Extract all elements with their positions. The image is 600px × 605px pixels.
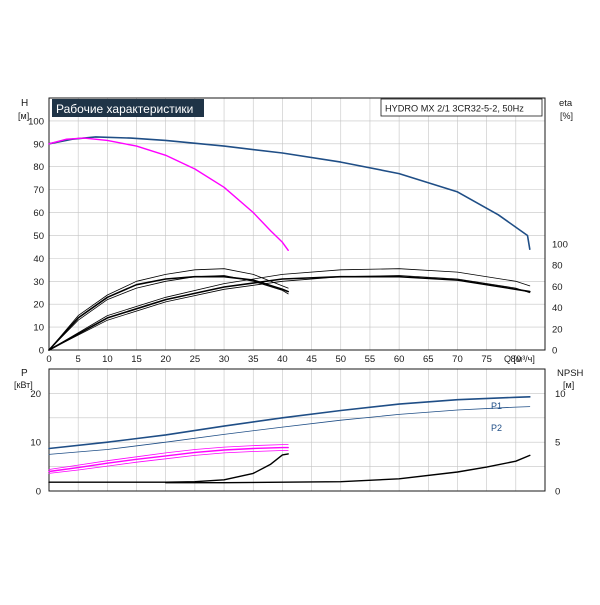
bottom-y-label-right: NPSH: [557, 368, 584, 379]
y-tick-label-right: 60: [552, 282, 563, 293]
y-tick-label-left: 20: [33, 300, 44, 311]
y-tick-label-left: 0: [39, 346, 44, 357]
top-y-unit-right: [%]: [560, 111, 573, 121]
y-tick-label-left: 70: [33, 185, 44, 196]
series-line-magenta: [48, 444, 289, 470]
x-tick-label: 45: [306, 354, 317, 365]
y-tick-label-left: 20: [30, 389, 41, 400]
y-tick-label-left: 30: [33, 277, 44, 288]
y-tick-label-left: 60: [33, 208, 44, 219]
series-line-black: [48, 275, 289, 351]
series-line-magenta: [48, 450, 289, 474]
series-line-black: [48, 268, 531, 351]
y-tick-label-left: 0: [36, 487, 41, 498]
tick-labels: 0 5 10 15 20 25 30 35 40 45 50 55 60 65 70 75 8001020304…: [28, 116, 568, 497]
y-tick-label-right: 40: [552, 303, 563, 314]
y-tick-label-left: 90: [33, 139, 44, 150]
top-y-label-left: H: [21, 98, 28, 109]
product-label: HYDRO MX 2/1 3CR32-5-2, 50Hz: [385, 104, 524, 114]
top-panel-frame: [48, 97, 546, 351]
bottom-panel-frame: [48, 368, 546, 492]
y-tick-label-right: 10: [555, 389, 566, 400]
x-tick-label: 20: [160, 354, 171, 365]
y-tick-label-left: 40: [33, 254, 44, 265]
y-tick-label-right: 0: [552, 346, 557, 357]
series-line-black: [48, 275, 289, 351]
x-tick-label: 60: [394, 354, 405, 365]
x-tick-label: 40: [277, 354, 288, 365]
y-tick-label-right: 80: [552, 261, 563, 272]
series-line-blue: [48, 396, 531, 450]
series-label-p2: P2: [491, 423, 502, 433]
bottom-panel-series: [48, 396, 531, 484]
x-tick-label: 5: [76, 354, 81, 365]
x-tick-label: 25: [190, 354, 201, 365]
bottom-y-unit-right: [м]: [563, 380, 574, 390]
bottom-y-unit-left: [кВт]: [14, 380, 33, 390]
x-tick-label: 10: [102, 354, 113, 365]
series-line-magenta: [48, 137, 289, 251]
y-tick-label-right: 0: [555, 487, 560, 498]
series-line-black: [48, 275, 531, 351]
x-tick-label: 0: [46, 354, 51, 365]
x-tick-label: 75: [481, 354, 492, 365]
bottom-y-label-left: P: [21, 368, 28, 379]
top-y-unit-left: [м]: [18, 111, 29, 121]
top-panel-series: [48, 136, 531, 351]
series-line-black: [48, 453, 289, 483]
x-tick-label: 70: [452, 354, 463, 365]
x-axis-label: Q [м³/ч]: [504, 354, 535, 364]
x-tick-label: 65: [423, 354, 434, 365]
y-tick-label-right: 5: [555, 438, 560, 449]
chart-title: Рабочие характеристики: [56, 102, 193, 116]
series-line-black: [48, 268, 289, 351]
y-tick-label-right: 100: [552, 240, 568, 251]
series-line-blue: [48, 406, 531, 455]
x-tick-label: 50: [335, 354, 346, 365]
chart-title-background: [52, 99, 204, 117]
x-tick-label: 80: [511, 354, 522, 365]
x-tick-label: 55: [365, 354, 376, 365]
series-line-blue: [48, 136, 531, 250]
y-tick-label-left: 10: [30, 438, 41, 449]
y-tick-label-left: 50: [33, 231, 44, 242]
series-line-black: [165, 454, 531, 484]
series-label-p1: P1: [491, 401, 502, 411]
product-label-box: [380, 98, 543, 117]
series-line-black: [48, 275, 531, 351]
x-tick-label: 15: [131, 354, 142, 365]
y-tick-label-left: 10: [33, 323, 44, 334]
x-tick-label: 30: [219, 354, 230, 365]
y-tick-label-left: 100: [28, 116, 44, 127]
top-y-label-right: eta: [559, 98, 573, 109]
y-tick-label-right: 20: [552, 324, 563, 335]
x-tick-label: 35: [248, 354, 259, 365]
y-tick-label-left: 80: [33, 162, 44, 173]
series-line-magenta: [48, 446, 289, 473]
